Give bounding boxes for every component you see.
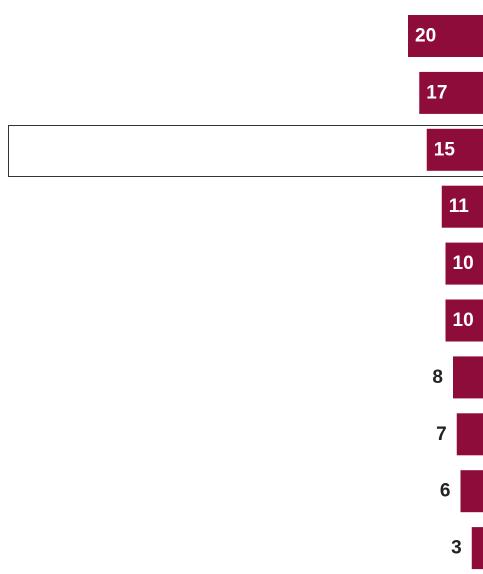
bar [426,128,483,171]
bar [453,356,483,399]
data-label: 6 [440,481,451,502]
data-label: 20 [415,26,436,47]
data-label: 15 [434,139,456,160]
bar [419,71,483,114]
bar [441,185,483,228]
bar [445,242,483,285]
data-label: 8 [432,367,443,388]
row-highlight [8,125,483,177]
bar [471,527,483,570]
bar [408,15,483,57]
data-label: 3 [451,538,462,559]
data-label: 17 [426,82,447,103]
data-label: 11 [449,196,470,217]
bar [445,299,483,342]
bar [456,413,483,456]
data-label: 10 [453,310,474,331]
data-label: 10 [453,253,474,274]
bar [460,470,483,513]
data-label: 7 [436,424,447,445]
